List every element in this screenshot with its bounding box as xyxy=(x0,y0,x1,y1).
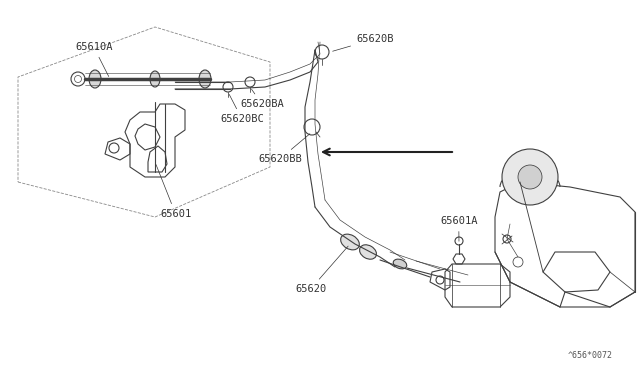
Ellipse shape xyxy=(360,245,376,259)
Text: 65601: 65601 xyxy=(156,164,191,219)
Text: 65620: 65620 xyxy=(295,246,348,294)
Text: 65620BA: 65620BA xyxy=(240,89,284,109)
Ellipse shape xyxy=(199,70,211,88)
Circle shape xyxy=(502,149,558,205)
Text: 65620B: 65620B xyxy=(333,34,394,51)
Ellipse shape xyxy=(340,234,359,250)
Ellipse shape xyxy=(150,71,160,87)
Ellipse shape xyxy=(89,70,101,88)
Text: 65601A: 65601A xyxy=(440,216,477,241)
Circle shape xyxy=(518,165,542,189)
Text: 65620BC: 65620BC xyxy=(220,94,264,124)
Text: ^656*0072: ^656*0072 xyxy=(568,351,612,360)
Text: 65610A: 65610A xyxy=(75,42,113,77)
Ellipse shape xyxy=(393,259,407,269)
Text: 65620BB: 65620BB xyxy=(258,134,310,164)
